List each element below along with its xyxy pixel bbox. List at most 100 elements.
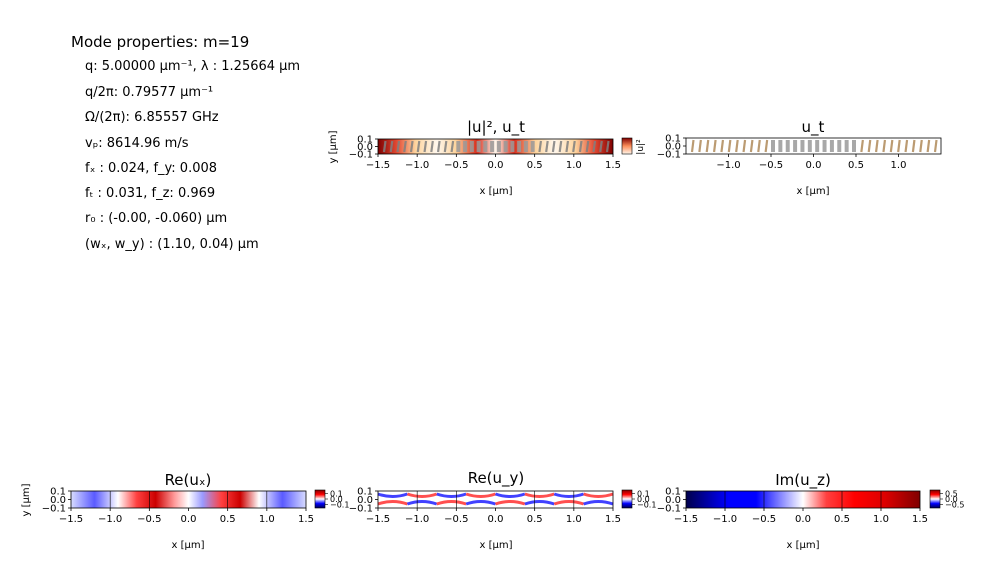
colorbar-tick-label: −0.5 [945,501,964,510]
re-uy-bands [377,491,614,508]
im-uz-map [686,491,920,508]
x-tick-label: 1.5 [605,160,621,171]
displacement-arrow [403,140,407,153]
transverse-map [686,138,941,154]
displacement-arrow [396,140,401,153]
im-uz-x-ticks: −1.5 −1.0 −0.5 0.0 0.5 1.0 1.5 [674,508,928,525]
im-uz-y-ticks: 0.10.0−0.1 [657,487,686,515]
transverse-xlabel: x [μm] [796,186,829,197]
displacement-arrow [897,139,901,153]
prop-ft-fz: fₜ : 0.031, f_z: 0.969 [85,186,216,201]
wave-band-top [583,492,614,498]
x-tick-label: −0.5 [137,514,161,525]
y-tick-label: −0.1 [657,150,681,161]
re-ux-xlabel: x [μm] [171,540,204,551]
panel-transverse-title: u_t [802,118,825,137]
wave-band-top [406,492,438,498]
wave-band-top [553,492,585,498]
wave-band-bottom [495,500,526,506]
displacement-arrow [592,140,597,153]
displacement-arrow [430,140,434,153]
colorbar-tick-label: −0.1 [330,501,349,510]
x-tick-label: −1.0 [98,514,122,525]
re-uy-y-ticks: 0.10.0−0.1 [349,487,378,515]
displacement-arrow [727,139,732,153]
x-tick-label: 1.5 [298,514,314,525]
im-uz-xlabel: x [μm] [786,540,819,551]
displacement-arrow [919,139,923,153]
im-uz-grid [724,491,882,508]
x-tick-label: −1.5 [59,514,83,525]
x-tick-label: 1.0 [259,514,275,525]
x-tick-label: 0.0 [806,160,822,171]
x-tick-label: −1.0 [713,514,737,525]
x-tick-label: 1.0 [873,514,889,525]
displacement-arrow [690,139,695,153]
displacement-arrow [409,140,414,153]
x-tick-label: −0.5 [444,514,468,525]
wave-band-bottom [377,500,408,506]
x-tick-label: 0.5 [220,514,236,525]
panel-intensity-title: |u|², u_t [467,118,525,137]
re-uy-colorbar-ticks: 0.10.0−0.1 [632,489,656,510]
panel-im-uz: Im(u_z) −1.5 −1.0 −0.5 0.0 0.5 1.0 1.5 0.10.0−… [657,471,965,551]
y-tick-label: −0.1 [42,504,66,515]
displacement-arrow [558,140,563,153]
y-tick-label: 0.0 [357,495,373,506]
intensity-colorbar [621,137,633,155]
x-tick-label: 1.5 [605,514,621,525]
wave-band-top [436,492,467,498]
wave-band-bottom [524,500,555,506]
x-tick-label: 1.0 [566,160,582,171]
colorbar-tick-label: 0.1 [637,489,650,498]
wave-band-bottom [436,500,467,506]
x-tick-label: −1.0 [405,160,429,171]
y-tick-label: 0.0 [50,495,66,506]
panel-re-ux: Re(uₓ) −1.5 −1.0 −0.5 0.0 0.5 1.0 1.5 0.10.0−0… [21,471,349,551]
y-tick-label: 0.0 [665,495,681,506]
wave-band-top [465,492,496,498]
panel-transverse: u_t −1.0 −0.5 0.0 0.5 1.0 0.10.0−0.1 x [μm] [657,118,942,197]
prop-widths: (wₓ, w_y) : (1.10, 0.04) μm [85,237,259,252]
wave-band-top [377,492,408,498]
displacement-arrow [538,140,543,153]
displacement-arrow [867,139,872,153]
wave-band-bottom [583,500,614,506]
x-tick-label: 0.0 [795,514,811,525]
intensity-colorbar-label: |u|² [636,139,646,155]
transverse-arrows [690,139,938,153]
displacement-arrow [882,139,887,153]
intensity-y-ticks: 0.10.0−0.1 [349,135,378,161]
re-ux-x-ticks: −1.5 −1.0 −0.5 0.0 0.5 1.0 1.5 [59,508,314,525]
x-tick-label: 0.0 [488,514,504,525]
displacement-arrow [450,140,455,153]
displacement-arrow [911,139,916,153]
wave-band-bottom [406,500,438,506]
re-ux-colorbar [314,489,326,509]
intensity-xlabel: x [μm] [479,186,512,197]
y-tick-label: 0.0 [665,142,681,153]
x-tick-label: 1.0 [891,160,907,171]
displacement-arrow [605,140,610,153]
x-tick-label: 0.5 [834,514,850,525]
x-tick-label: −1.0 [716,160,740,171]
re-ux-colorbar-ticks: 0.10.0−0.1 [325,489,349,510]
re-uy-map [378,491,613,508]
displacement-arrow [933,139,938,153]
displacement-arrow [416,140,421,153]
y-tick-label: 0.1 [357,135,373,146]
displacement-arrow [551,140,556,153]
displacement-arrow [874,139,879,153]
intensity-ylabel: y [μm] [328,130,339,163]
prop-wavenumber: q: 5.00000 μm⁻¹, λ : 1.25664 μm [85,59,301,74]
colorbar-tick-label: −0.1 [637,501,656,510]
wave-band-top [495,492,526,498]
displacement-arrow [742,139,747,153]
x-tick-label: 0.0 [488,160,504,171]
displacement-arrow [904,139,909,153]
prop-phase-velocity: vₚ: 8614.96 m/s [85,136,189,151]
y-tick-label: 0.1 [50,487,66,498]
x-tick-label: −0.5 [444,160,468,171]
displacement-arrow [889,139,894,153]
colorbar-tick-label: 0.0 [945,495,958,504]
